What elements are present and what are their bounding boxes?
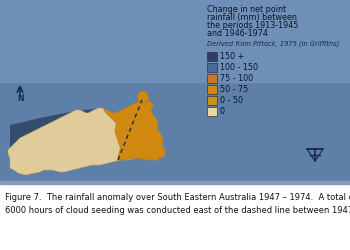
Polygon shape: [8, 100, 165, 175]
Text: rainfall (mm) between: rainfall (mm) between: [207, 13, 297, 22]
Text: 6000 hours of cloud seeding was conducted east of the dashed line between 1947 &: 6000 hours of cloud seeding was conducte…: [5, 206, 350, 215]
Bar: [207, 63, 217, 72]
Text: 0: 0: [220, 107, 225, 116]
Bar: [0, 181, 350, 184]
Polygon shape: [137, 91, 149, 103]
Bar: [0, 0, 350, 183]
Bar: [0, 0, 350, 82]
Text: the periods 1913-1945: the periods 1913-1945: [207, 21, 298, 30]
Text: Derived from Pittock, 1975 (in Griffiths): Derived from Pittock, 1975 (in Griffiths…: [207, 40, 339, 46]
Polygon shape: [10, 108, 104, 148]
Bar: [0, 183, 350, 250]
Text: 100 - 150: 100 - 150: [220, 63, 258, 72]
Polygon shape: [104, 100, 165, 160]
Text: 150 +: 150 +: [220, 52, 244, 61]
Text: N: N: [17, 94, 23, 103]
Text: and 1946-1974: and 1946-1974: [207, 29, 268, 38]
Bar: [207, 96, 217, 105]
Bar: [207, 52, 217, 61]
Bar: [207, 74, 217, 83]
Text: 50 - 75: 50 - 75: [220, 85, 248, 94]
Bar: [207, 107, 217, 116]
Text: Change in net point: Change in net point: [207, 5, 286, 14]
Text: Figure 7.  The rainfall anomaly over South Eastern Australia 1947 – 1974.  A tot: Figure 7. The rainfall anomaly over Sout…: [5, 193, 350, 202]
Bar: [207, 85, 217, 94]
Text: 0 - 50: 0 - 50: [220, 96, 243, 105]
Text: 75 - 100: 75 - 100: [220, 74, 253, 83]
